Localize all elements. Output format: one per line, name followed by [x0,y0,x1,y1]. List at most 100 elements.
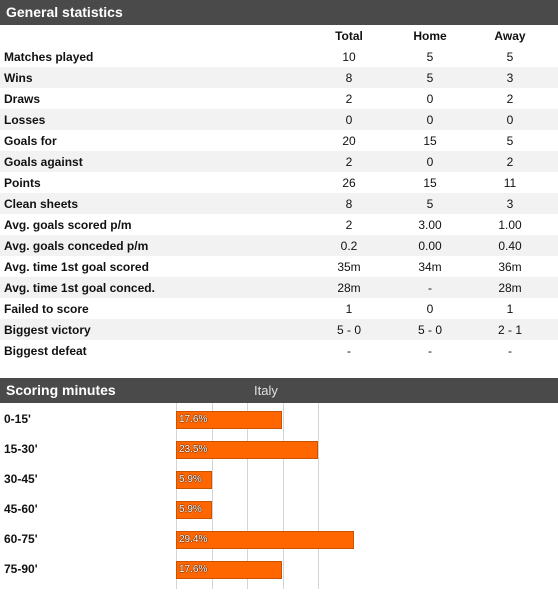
stat-value-away: 5 [506,49,514,64]
stat-value-total: 28m [337,280,361,295]
scoring-bar: 29.4% [176,531,354,549]
stat-value-away: 28m [498,280,522,295]
gridline [318,403,319,589]
stat-label: Avg. goals scored p/m [4,217,132,232]
scoring-minutes-header: Scoring minutes Italy [0,378,558,403]
stat-value-away: 0 [506,112,514,127]
stat-value-total: 1 [345,301,353,316]
scoring-row: 30-45' 5.9% [0,463,558,493]
scoring-row: 15-30' 23.5% [0,433,558,463]
stat-value-total: 0.2 [340,238,358,253]
stat-value-home: 5 - 0 [417,322,442,337]
stat-value-away: - [508,343,512,358]
gridline [283,403,284,589]
table-row: Avg. time 1st goal conced. 28m - 28m [0,277,558,298]
stat-value-total: 0 [345,112,353,127]
stat-value-away: 5 [506,133,514,148]
scoring-minutes-title: Scoring minutes [6,382,116,398]
stat-value-away: 3 [506,196,514,211]
stat-value-home: 0.00 [418,238,442,253]
stat-value-home: 15 [423,175,437,190]
scoring-row: 75-90' 17.6% [0,553,558,583]
stat-value-home: 3.00 [418,217,442,232]
stat-label: Wins [4,70,33,85]
stat-value-home: - [428,343,432,358]
scoring-period-label: 0-15' [4,412,31,426]
scoring-percent-label: 29.4% [179,534,208,545]
scoring-bar: 5.9% [176,501,212,519]
scoring-row: 45-60' 5.9% [0,493,558,523]
stat-label: Points [4,175,41,190]
stat-value-away: 3 [506,70,514,85]
stat-label: Avg. goals conceded p/m [4,238,149,253]
table-row: Goals against 2 0 2 [0,151,558,172]
scoring-row: 60-75' 29.4% [0,523,558,553]
table-row: Wins 8 5 3 [0,67,558,88]
table-row: Losses 0 0 0 [0,109,558,130]
table-header-row: Total Home Away [0,25,558,46]
gridline [212,403,213,589]
scoring-period-label: 15-30' [4,442,38,456]
stat-value-away: 2 [506,91,514,106]
stat-value-away: 1.00 [498,217,522,232]
column-header-away: Away [494,28,526,43]
stat-value-home: 0 [426,91,434,106]
general-statistics-header: General statistics [0,0,558,25]
stat-value-home: 15 [423,133,437,148]
scoring-period-label: 60-75' [4,532,38,546]
stat-value-away: 2 [506,154,514,169]
table-row: Goals for 20 15 5 [0,130,558,151]
scoring-period-label: 30-45' [4,472,38,486]
scoring-percent-label: 5.9% [179,474,202,485]
stat-value-total: 8 [345,70,353,85]
table-row: Biggest defeat - - - [0,340,558,361]
scoring-percent-label: 17.6% [179,564,208,575]
stat-label: Goals against [4,154,83,169]
stat-value-total: - [347,343,351,358]
stat-value-total: 2 [345,91,353,106]
stat-value-away: 2 - 1 [497,322,522,337]
stat-value-total: 8 [345,196,353,211]
table-row: Clean sheets 8 5 3 [0,193,558,214]
scoring-bar: 5.9% [176,471,212,489]
scoring-row: 0-15' 17.6% [0,403,558,433]
table-row: Failed to score 1 0 1 [0,298,558,319]
stat-label: Matches played [4,49,94,64]
stat-value-total: 2 [345,154,353,169]
stat-value-home: 5 [426,49,434,64]
table-row: Matches played 10 5 5 [0,46,558,67]
column-header-total: Total [335,28,363,43]
scoring-percent-label: 17.6% [179,414,208,425]
table-row: Biggest victory 5 - 0 5 - 0 2 - 1 [0,319,558,340]
stat-value-home: 0 [426,301,434,316]
scoring-bar: 17.6% [176,411,282,429]
stat-label: Failed to score [4,301,89,316]
gridline [247,403,248,589]
stat-value-home: 0 [426,112,434,127]
table-row: Avg. goals conceded p/m 0.2 0.00 0.40 [0,235,558,256]
stat-value-home: 34m [418,259,442,274]
stat-value-total: 5 - 0 [336,322,361,337]
stat-label: Draws [4,91,41,106]
stat-value-home: 0 [426,154,434,169]
stat-value-away: 0.40 [498,238,522,253]
general-statistics-title: General statistics [6,4,123,20]
scoring-percent-label: 23.5% [179,444,208,455]
stat-label: Avg. time 1st goal scored [4,259,149,274]
table-row: Avg. time 1st goal scored 35m 34m 36m [0,256,558,277]
stat-value-total: 26 [342,175,356,190]
stat-value-away: 36m [498,259,522,274]
gridline [176,403,177,589]
stat-label: Clean sheets [4,196,79,211]
statistics-rows: Matches played 10 5 5 Wins 8 5 3 Draws 2 0 2 Losses 0… [0,46,558,361]
scoring-period-label: 45-60' [4,502,38,516]
stat-label: Goals for [4,133,57,148]
stat-label: Avg. time 1st goal conced. [4,280,155,295]
scoring-period-label: 75-90' [4,562,38,576]
stat-value-total: 35m [337,259,361,274]
table-row: Draws 2 0 2 [0,88,558,109]
column-header-home: Home [413,28,447,43]
stat-value-away: 1 [506,301,514,316]
scoring-bar: 23.5% [176,441,318,459]
scoring-minutes-chart: 0-15' 17.6% 15-30' 23.5% 30-45' 5.9% 45-60' 5.9… [0,403,558,589]
